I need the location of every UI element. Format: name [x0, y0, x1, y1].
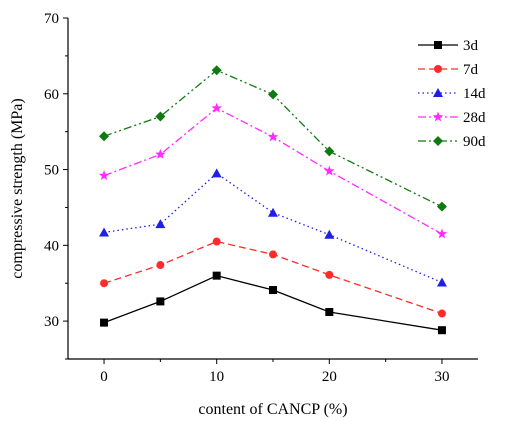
data-point-14d — [436, 277, 447, 287]
series-90d — [99, 65, 447, 212]
data-point-28d — [324, 165, 335, 176]
series-line-28d — [103, 107, 443, 235]
legend-item-7d: 7d — [418, 62, 479, 78]
data-point-14d — [211, 168, 222, 178]
legend-marker-28d — [432, 111, 444, 122]
data-point-3d — [437, 326, 446, 335]
data-point-90d — [99, 131, 110, 142]
data-point-14d — [99, 227, 110, 237]
series-7d — [100, 237, 446, 318]
series-line-3d — [103, 274, 443, 331]
series-line-14d — [103, 172, 443, 284]
data-point-7d — [100, 279, 109, 288]
legend-item-14d: 14d — [418, 86, 486, 102]
series-layer — [98, 65, 448, 335]
legend-marker-3d — [434, 41, 442, 49]
data-point-7d — [325, 270, 334, 279]
data-point-3d — [212, 271, 221, 280]
data-point-28d — [211, 102, 222, 113]
x-tick-label: 10 — [209, 369, 224, 385]
x-tick-label: 20 — [322, 369, 337, 385]
data-point-7d — [156, 261, 165, 270]
legend-item-28d: 28d — [418, 110, 486, 126]
data-point-7d — [269, 250, 277, 259]
legend-label-3d: 3d — [463, 38, 479, 54]
y-tick-label: 30 — [44, 314, 59, 330]
x-tick-label: 30 — [434, 369, 449, 385]
axes-layer: 0 10 20 30 30 40 50 60 70 — [44, 11, 478, 385]
data-point-3d — [269, 286, 277, 295]
y-tick-label: 60 — [44, 87, 59, 103]
data-point-14d — [268, 207, 278, 217]
data-point-90d — [268, 89, 278, 100]
data-point-3d — [156, 297, 165, 306]
x-tick-label: 0 — [100, 369, 108, 385]
legend-label-90d: 90d — [463, 134, 486, 150]
data-point-14d — [324, 229, 335, 239]
data-point-90d — [211, 65, 222, 76]
series-28d — [98, 102, 448, 239]
legend-marker-90d — [433, 136, 443, 146]
y-tick-label: 40 — [44, 238, 59, 254]
legend-label-14d: 14d — [463, 86, 486, 102]
data-point-90d — [436, 201, 447, 212]
data-point-7d — [437, 309, 446, 318]
legend-item-3d: 3d — [418, 38, 479, 54]
data-point-7d — [212, 237, 221, 246]
series-line-90d — [103, 69, 443, 208]
legend-label-28d: 28d — [463, 110, 486, 126]
data-point-28d — [98, 170, 110, 181]
legend-marker-14d — [433, 88, 443, 97]
series-line-7d — [103, 240, 443, 315]
y-tick-label: 50 — [44, 163, 59, 179]
data-point-3d — [325, 308, 334, 317]
data-point-28d — [155, 148, 166, 159]
data-point-28d — [436, 228, 448, 239]
data-point-3d — [100, 318, 109, 327]
legend: 3d 7d 14d 28d 90d — [418, 38, 486, 150]
data-point-14d — [155, 219, 166, 229]
legend-marker-7d — [434, 65, 442, 73]
legend-item-90d: 90d — [418, 134, 486, 150]
data-point-90d — [324, 146, 335, 157]
series-3d — [100, 271, 446, 335]
y-axis-title: compressive strength (MPa) — [9, 98, 26, 278]
data-point-28d — [267, 131, 279, 142]
data-point-90d — [155, 111, 166, 122]
legend-label-7d: 7d — [463, 62, 479, 78]
y-tick-label: 70 — [44, 11, 59, 27]
x-axis-title: content of CANCP (%) — [198, 401, 347, 418]
series-14d — [99, 168, 447, 287]
